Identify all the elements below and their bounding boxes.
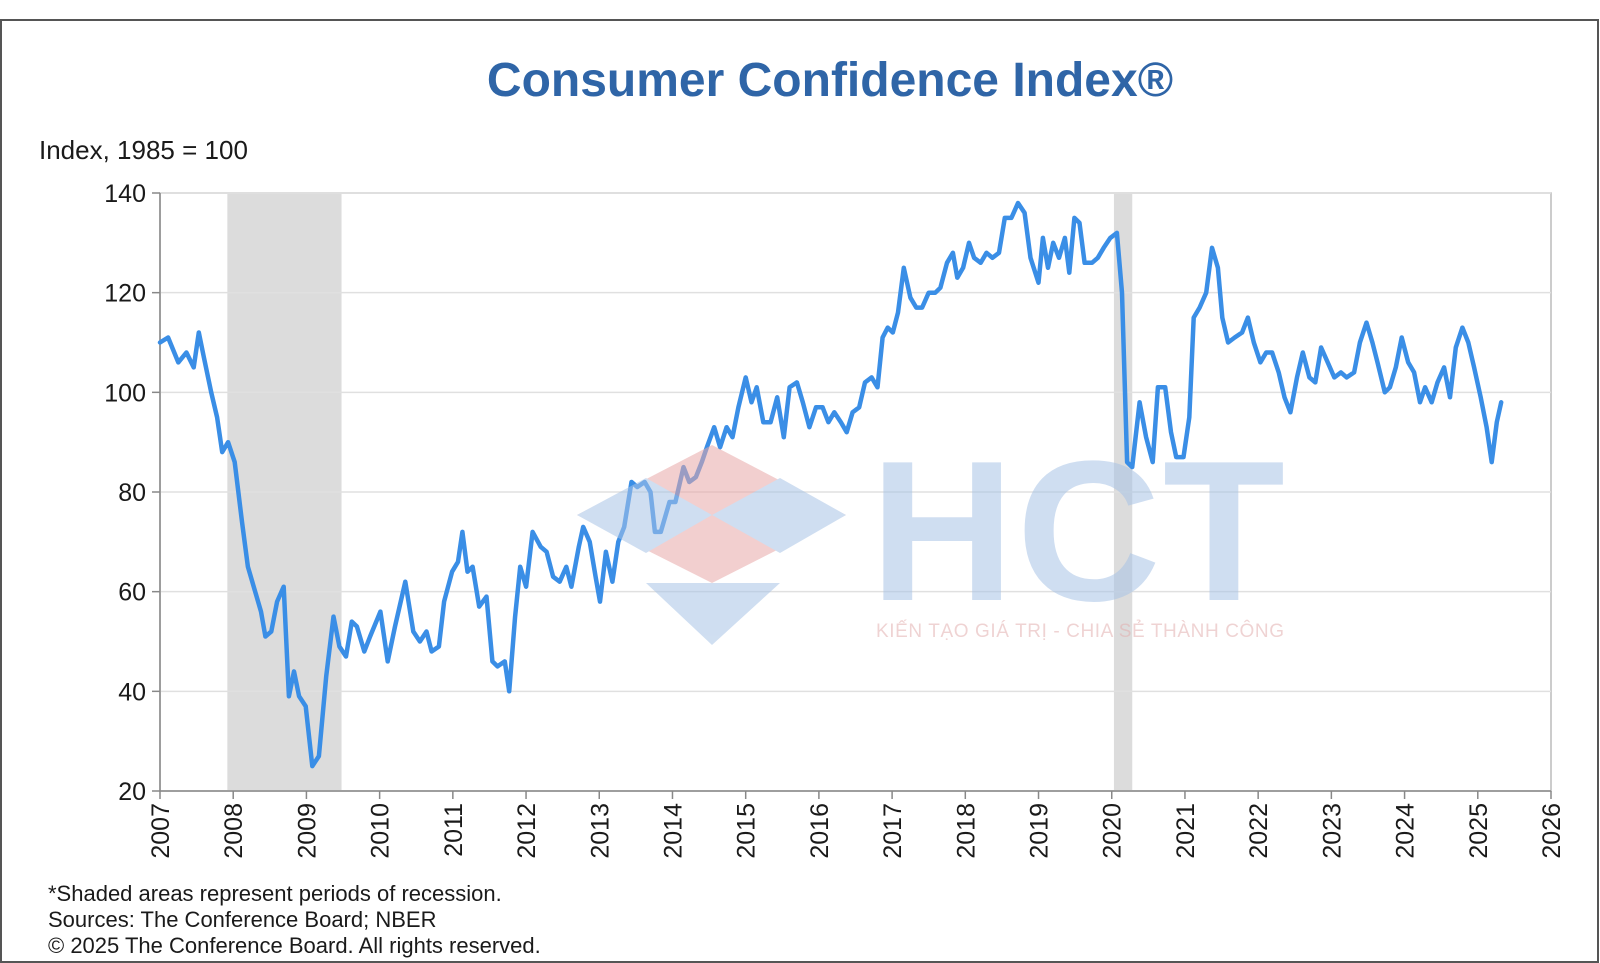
x-tick-label: 2010 [367,803,395,859]
y-tick-label: 60 [118,579,146,607]
x-tick-label: 2011 [440,803,468,857]
x-tick-label: 2017 [879,803,907,859]
x-tick-label: 2019 [1026,803,1054,859]
logo-diamond [712,478,846,553]
y-tick-label: 20 [118,778,146,806]
footnote: Sources: The Conference Board; NBER [48,907,436,932]
data-line [157,200,1504,769]
logo-text: HCT [870,420,1285,643]
x-tick-label: 2022 [1245,803,1273,859]
x-tick-label: 2014 [659,803,687,859]
chart-title: Consumer Confidence Index® [487,54,1173,107]
y-tick-label: 40 [118,678,146,706]
y-tick-label: 120 [104,280,146,308]
y-axis-label: Index, 1985 = 100 [39,135,248,165]
x-tick-label: 2026 [1538,803,1566,859]
x-tick-label: 2025 [1465,803,1493,859]
watermark: HCT KIẾN TẠO GIÁ TRỊ - CHIA SẺ THÀNH CÔN… [577,420,1285,645]
x-tick-label: 2012 [513,803,541,859]
y-tick-label: 80 [118,479,146,507]
x-tick-label: 2013 [586,803,614,859]
x-tick-label: 2008 [220,803,248,859]
x-tick-label: 2020 [1099,803,1127,859]
x-tick-label: 2007 [147,803,175,859]
x-tick-label: 2018 [952,803,980,859]
logo-diamond [646,583,780,645]
x-tick-label: 2023 [1318,803,1346,859]
x-tick-label: 2024 [1392,803,1420,859]
y-tick-label: 100 [104,379,146,407]
plot-area: 20 40 60 80 100 120 140 2007 2008 2009 2010 2011 201… [104,180,1566,859]
y-tick-label: 140 [104,180,146,208]
footnote: *Shaded areas represent periods of reces… [48,881,502,906]
x-tick-label: 2016 [806,803,834,859]
logo-diamond [577,478,712,553]
x-tick-label: 2009 [293,803,321,859]
logo-tagline: KIẾN TẠO GIÁ TRỊ - CHIA SẺ THÀNH CÔNG [876,620,1284,642]
footnote: © 2025 The Conference Board. All rights … [48,933,541,958]
x-tick-label: 2015 [733,803,761,859]
x-tick-label: 2021 [1172,803,1200,859]
